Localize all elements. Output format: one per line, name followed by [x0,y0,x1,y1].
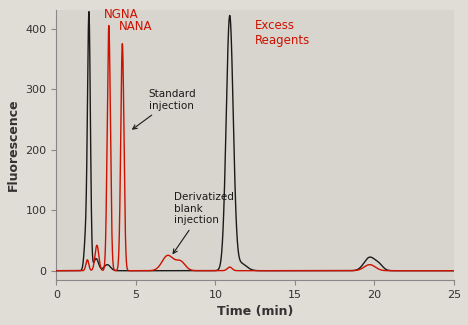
Text: Excess
Reagents: Excess Reagents [255,20,310,47]
Text: Standard
injection: Standard injection [133,89,196,129]
Y-axis label: Fluorescence: Fluorescence [7,99,20,191]
X-axis label: Time (min): Time (min) [217,305,293,318]
Text: NANA: NANA [119,20,153,33]
Text: NGNA: NGNA [104,8,139,21]
Text: Derivatized
blank
injection: Derivatized blank injection [173,192,234,254]
